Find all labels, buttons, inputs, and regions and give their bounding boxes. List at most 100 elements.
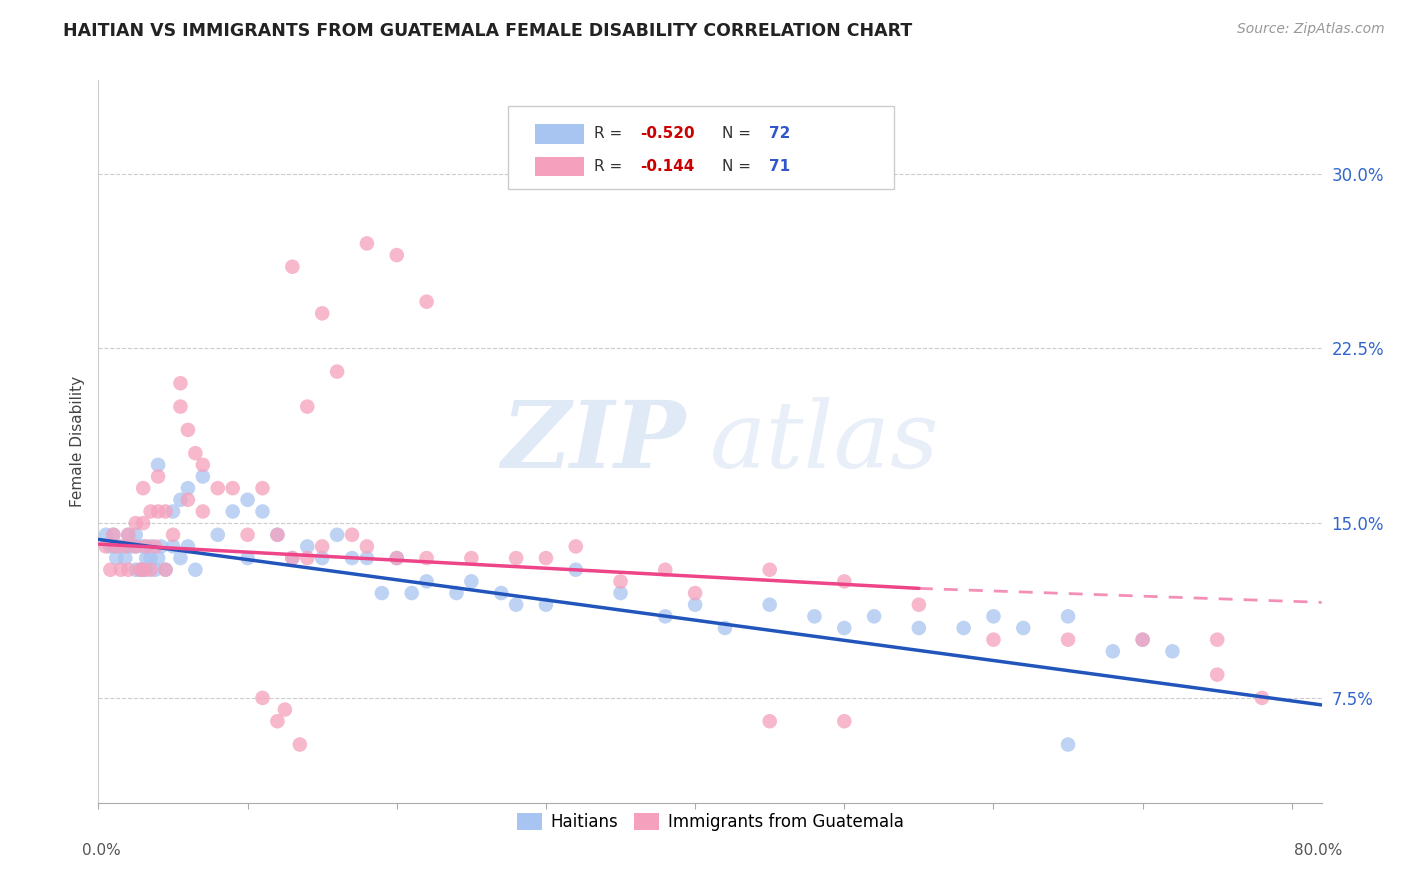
Point: [1057, 609, 1080, 624]
Point: [94, 528, 117, 542]
Point: [832, 714, 855, 729]
Point: [371, 586, 394, 600]
Text: -0.520: -0.520: [640, 127, 695, 141]
Point: [1206, 632, 1229, 647]
Point: [863, 609, 886, 624]
Point: [114, 551, 136, 566]
Point: [1132, 632, 1154, 647]
Point: [177, 492, 200, 507]
Point: [117, 528, 139, 542]
Point: [1057, 632, 1080, 647]
Point: [609, 586, 631, 600]
Point: [150, 540, 173, 554]
Point: [654, 609, 676, 624]
Point: [139, 563, 162, 577]
Point: [983, 632, 1005, 647]
Text: 72: 72: [769, 127, 790, 141]
Point: [252, 690, 274, 705]
Point: [714, 621, 737, 635]
FancyBboxPatch shape: [508, 105, 893, 189]
Point: [340, 551, 363, 566]
Point: [1101, 644, 1123, 658]
Point: [162, 528, 184, 542]
Point: [297, 400, 319, 414]
Point: [252, 481, 274, 495]
Point: [105, 551, 128, 566]
Point: [169, 400, 191, 414]
Text: R =: R =: [593, 159, 627, 174]
Text: Source: ZipAtlas.com: Source: ZipAtlas.com: [1237, 22, 1385, 37]
Point: [311, 306, 333, 320]
Text: R =: R =: [593, 127, 627, 141]
Point: [266, 714, 288, 729]
Point: [132, 540, 155, 554]
Text: 71: 71: [769, 159, 790, 174]
Point: [221, 481, 243, 495]
Point: [94, 540, 117, 554]
Point: [534, 598, 557, 612]
Point: [155, 563, 177, 577]
Point: [143, 563, 166, 577]
Point: [207, 481, 229, 495]
Point: [297, 551, 319, 566]
Point: [489, 586, 512, 600]
Point: [356, 551, 378, 566]
Point: [1206, 667, 1229, 681]
Point: [1251, 690, 1274, 705]
Point: [162, 504, 184, 518]
Point: [281, 551, 304, 566]
Text: N =: N =: [723, 159, 756, 174]
Point: [184, 446, 207, 460]
Point: [103, 528, 125, 542]
Point: [125, 516, 148, 530]
Point: [311, 540, 333, 554]
Point: [139, 540, 162, 554]
Point: [117, 528, 139, 542]
Point: [110, 540, 132, 554]
Point: [832, 621, 855, 635]
Text: atlas: atlas: [710, 397, 939, 486]
Point: [460, 551, 482, 566]
Point: [236, 551, 259, 566]
Point: [105, 540, 128, 554]
Point: [415, 574, 437, 589]
Text: HAITIAN VS IMMIGRANTS FROM GUATEMALA FEMALE DISABILITY CORRELATION CHART: HAITIAN VS IMMIGRANTS FROM GUATEMALA FEM…: [63, 22, 912, 40]
Point: [135, 540, 157, 554]
Legend: Haitians, Immigrants from Guatemala: Haitians, Immigrants from Guatemala: [510, 806, 910, 838]
Point: [129, 563, 152, 577]
Point: [103, 540, 125, 554]
Point: [129, 563, 152, 577]
Point: [132, 481, 155, 495]
Point: [155, 563, 177, 577]
Point: [221, 504, 243, 518]
Y-axis label: Female Disability: Female Disability: [69, 376, 84, 508]
Point: [110, 563, 132, 577]
Point: [1132, 632, 1154, 647]
Point: [114, 540, 136, 554]
Point: [103, 528, 125, 542]
Point: [236, 492, 259, 507]
Point: [191, 458, 214, 472]
Point: [565, 540, 588, 554]
Point: [385, 551, 408, 566]
Point: [281, 551, 304, 566]
Point: [460, 574, 482, 589]
Point: [132, 516, 155, 530]
Bar: [536, 124, 583, 144]
Point: [98, 540, 121, 554]
Point: [117, 563, 139, 577]
Point: [155, 504, 177, 518]
Point: [356, 236, 378, 251]
Point: [683, 598, 706, 612]
Point: [266, 528, 288, 542]
Point: [143, 540, 166, 554]
Point: [146, 469, 169, 483]
Point: [908, 621, 931, 635]
Point: [952, 621, 974, 635]
Point: [1161, 644, 1184, 658]
Point: [132, 563, 155, 577]
Text: N =: N =: [723, 127, 756, 141]
Point: [125, 528, 148, 542]
Point: [356, 540, 378, 554]
Text: 80.0%: 80.0%: [1295, 843, 1343, 858]
